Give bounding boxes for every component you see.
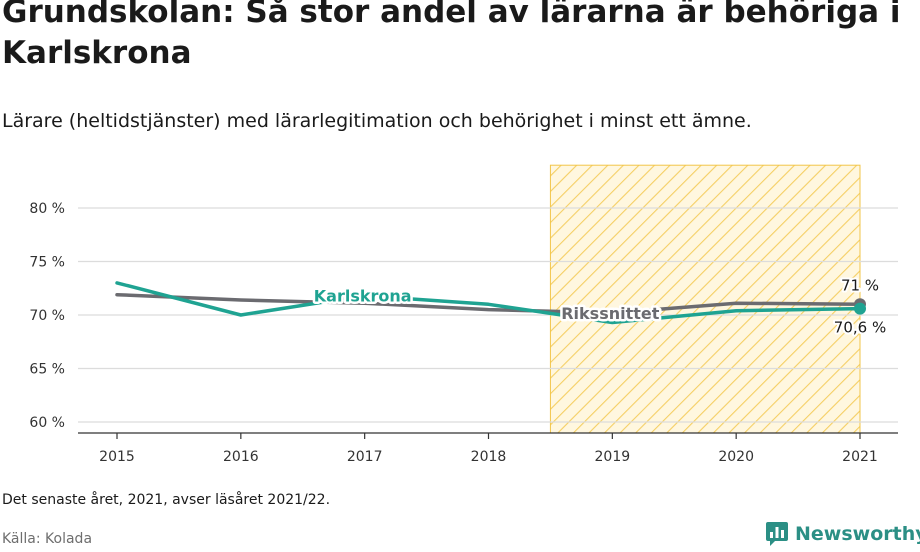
y-tick-label: 70 % (29, 308, 65, 324)
series-line-rikssnittet (115, 292, 862, 315)
line-chart: 60 % 65 % 70 % 75 % 80 % 2015 2016 2017 2018 2019… (29, 164, 898, 465)
y-tick-label: 65 % (29, 362, 65, 378)
brand-name: Newsworthy (795, 523, 920, 545)
page-title: Grundskolan: Så stor andel av lärarna är… (2, 0, 901, 71)
footnote: Det senaste året, 2021, avser läsåret 20… (2, 492, 331, 508)
end-value-label: 70,6 % (834, 319, 886, 337)
y-tick-label: 80 % (29, 201, 65, 217)
highlight-region (549, 164, 861, 434)
series-endpoint (854, 302, 866, 315)
y-tick-label: 75 % (29, 255, 65, 271)
series-line-karlskrona (115, 281, 862, 325)
x-tick-label: 2020 (718, 449, 754, 465)
x-tick-label: 2021 (842, 449, 878, 465)
source-note: Källa: Kolada (2, 531, 93, 547)
x-tick-label: 2016 (223, 449, 259, 465)
x-tick-label: 2019 (595, 449, 631, 465)
end-value-label: 71 % (841, 276, 879, 294)
x-tick-label: 2017 (347, 449, 383, 465)
chart-subtitle: Lärare (heltidstjänster) med lärarlegiti… (2, 110, 752, 132)
newsworthy-logo-icon (766, 522, 788, 546)
y-tick-label: 60 % (29, 415, 65, 431)
x-tick-label: 2015 (99, 449, 135, 465)
series-name-label: Karlskrona (314, 287, 412, 306)
series-name-label: Rikssnittet (561, 304, 660, 323)
x-tick-label: 2018 (471, 449, 507, 465)
newsworthy-logo: Newsworthy (765, 518, 920, 550)
